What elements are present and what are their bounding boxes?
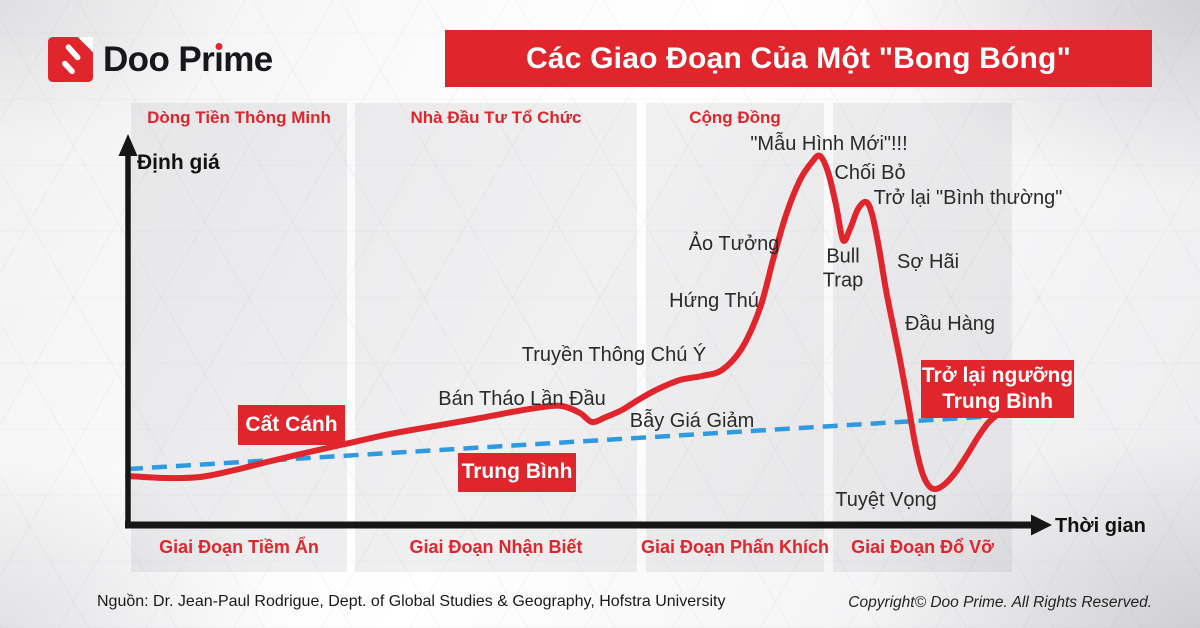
bubble-curve bbox=[125, 152, 1000, 493]
phase-bottom-label-1: Giai Đoạn Tiềm Ẩn bbox=[159, 537, 319, 557]
y-axis-arrow-icon bbox=[118, 134, 138, 156]
phase-bottom-label-3: Giai Đoạn Phấn Khích bbox=[640, 537, 830, 557]
brand-name: Doo Prı me bbox=[103, 40, 273, 79]
phase-band-2 bbox=[355, 103, 637, 572]
brand-i-dot-icon bbox=[215, 43, 223, 50]
doo-prime-logo-icon bbox=[48, 37, 93, 82]
curve-annotation-12: Tuyệt Vọng bbox=[835, 489, 937, 512]
curve-annotation-6: "Mẫu Hình Mới"!!! bbox=[750, 133, 908, 156]
curve-annotation-3: Bẫy Giá Giảm bbox=[629, 410, 755, 433]
title-banner: Các Giao Đoạn Của Một "Bong Bóng" bbox=[445, 30, 1152, 87]
x-axis-arrow-icon bbox=[1031, 514, 1052, 536]
x-axis-label: Thời gian bbox=[1055, 515, 1146, 537]
brand-letter-i: ı bbox=[214, 40, 224, 79]
y-axis bbox=[118, 134, 138, 528]
phase-top-label-2: Nhà Đầu Tư Tổ Chức bbox=[410, 108, 582, 127]
phase-top-label-1: Dòng Tiền Thông Minh bbox=[147, 108, 331, 127]
curve-annotation-5: Ảo Tưởng bbox=[688, 233, 780, 256]
phase-bottom-label-4: Giai Đoạn Đổ Vỡ bbox=[851, 537, 994, 557]
callout-box-1: Cất Cánh bbox=[238, 405, 345, 445]
curve-annotation-10: Sợ Hãi bbox=[896, 251, 960, 274]
curve-annotation-2: Truyền Thông Chú Ý bbox=[521, 344, 707, 367]
source-credit: Nguồn: Dr. Jean-Paul Rodrigue, Dept. of … bbox=[97, 593, 726, 610]
copyright-notice: Copyright© Doo Prime. All Rights Reserve… bbox=[848, 594, 1152, 611]
curve-annotation-1: Bán Tháo Lần Đầu bbox=[438, 388, 606, 411]
curve-annotation-8: Trở lại "Bình thường" bbox=[873, 187, 1063, 210]
phase-band-3 bbox=[646, 103, 824, 572]
page-title: Các Giao Đoạn Của Một "Bong Bóng" bbox=[525, 41, 1072, 75]
curve-annotation-4: Hứng Thú bbox=[669, 290, 759, 313]
doo-prime-logo: Doo Prı me bbox=[48, 37, 273, 82]
x-axis bbox=[125, 514, 1052, 536]
callout-box-3: Trở lại ngưỡng Trung Bình bbox=[921, 360, 1074, 418]
phase-band-1 bbox=[131, 103, 347, 572]
callout-box-2: Trung Bình bbox=[458, 453, 576, 492]
phase-bottom-label-2: Giai Đoạn Nhận Biết bbox=[409, 537, 583, 557]
phase-band-4 bbox=[833, 103, 1012, 572]
curve-annotation-11: Đầu Hàng bbox=[904, 313, 996, 336]
y-axis-label: Định giá bbox=[137, 151, 220, 174]
curve-annotation-9: Bull Trap bbox=[822, 245, 864, 291]
phase-top-label-3: Cộng Đồng bbox=[689, 108, 781, 127]
curve-annotation-7: Chối Bỏ bbox=[834, 162, 906, 185]
